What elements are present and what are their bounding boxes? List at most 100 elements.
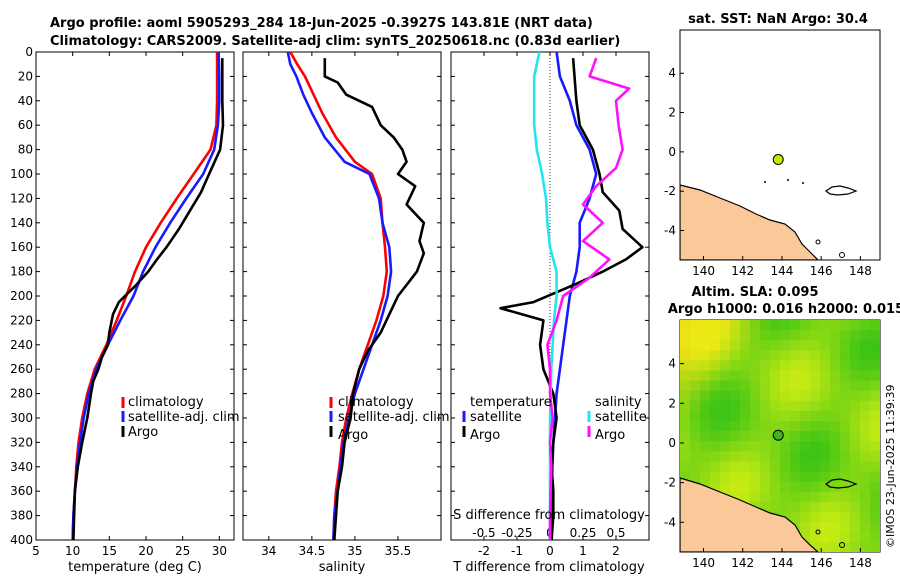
sla-cell xyxy=(870,370,880,382)
sla-cell xyxy=(750,330,761,341)
sla-cell xyxy=(810,471,821,483)
sla-cell xyxy=(730,380,741,392)
sla-cell xyxy=(750,370,761,382)
sla-cell xyxy=(800,380,811,392)
sla-cell xyxy=(680,330,691,341)
sla-cell xyxy=(770,340,781,351)
y-tick-label: 180 xyxy=(10,265,33,279)
sla-cell xyxy=(870,380,880,392)
sla-cell xyxy=(810,320,821,331)
sla-cell xyxy=(850,451,861,462)
sla-cell xyxy=(860,390,871,402)
sla-cell xyxy=(690,461,701,473)
t-difference-label: T difference from climatology xyxy=(452,560,645,575)
sla-cell xyxy=(700,340,711,351)
sla-cell xyxy=(830,491,841,503)
x-tick-label: -1 xyxy=(511,544,523,558)
sla-cell xyxy=(800,340,811,351)
sla-cell xyxy=(760,461,771,473)
sla-cell xyxy=(690,380,701,392)
sla-cell xyxy=(700,461,711,473)
sla-cell xyxy=(690,390,701,402)
sla-cell xyxy=(680,390,691,402)
figure-title-line1: Argo profile: aoml 5905293_284 18-Jun-20… xyxy=(50,16,593,31)
sla-cell xyxy=(870,491,880,503)
sla-cell xyxy=(720,441,731,452)
sla-cell xyxy=(870,532,880,543)
legend-temperature-title: temperature xyxy=(470,395,552,410)
sla-cell xyxy=(860,461,871,473)
sla-cell xyxy=(750,471,761,483)
sla-cell xyxy=(680,410,691,422)
sla-cell xyxy=(720,390,731,402)
new-guinea-coast xyxy=(680,184,819,260)
sla-cell xyxy=(690,360,701,372)
sla-cell xyxy=(700,390,711,402)
sla-cell xyxy=(810,370,821,382)
sla-cell xyxy=(870,431,880,442)
sla-cell xyxy=(760,360,771,372)
sla-cell xyxy=(820,542,831,552)
y-tick-label: -4 xyxy=(664,515,676,529)
temperature-lines xyxy=(71,52,225,540)
islet xyxy=(839,252,845,258)
sla-cell xyxy=(720,400,731,412)
sla-cell xyxy=(820,380,831,392)
sla-cell xyxy=(740,421,751,432)
sla-cell xyxy=(790,441,801,452)
sla-cell xyxy=(800,410,811,422)
sla-cell xyxy=(680,471,691,483)
salinity-panel: 34 34.5 35 35.5 salinity climatology satell… xyxy=(242,51,450,575)
y-tick-label: 140 xyxy=(10,216,33,230)
legend-clim-label: climatology xyxy=(338,395,414,410)
sla-map-panel: Altim. SLA: 0.095 Argo h1000: 0.016 h200… xyxy=(664,285,900,570)
sla-cell xyxy=(770,360,781,372)
sla-cell xyxy=(860,421,871,432)
sla-cell xyxy=(790,360,801,372)
sla-cell xyxy=(680,370,691,382)
sla-cell xyxy=(800,491,811,503)
salinity-xlabel: salinity xyxy=(319,560,366,575)
sla-cell xyxy=(830,471,841,483)
sla-cell xyxy=(770,390,781,402)
sla-cell xyxy=(820,421,831,432)
y-tick-label: 400 xyxy=(10,533,33,547)
sla-cell xyxy=(680,340,691,351)
sla-cell xyxy=(730,410,741,422)
sla-cell xyxy=(840,400,851,412)
sla-cell xyxy=(680,461,691,473)
sla-cell xyxy=(840,380,851,392)
sla-cell xyxy=(740,360,751,372)
sla-cell xyxy=(870,542,880,552)
sla-cell xyxy=(840,410,851,422)
sla-cell xyxy=(800,451,811,462)
sla-cell xyxy=(790,330,801,341)
x-tick-label: 0 xyxy=(546,544,554,558)
new-guinea-coast xyxy=(680,477,819,552)
sla-cell xyxy=(740,451,751,462)
sla-cell xyxy=(870,360,880,372)
sla-cell xyxy=(760,410,771,422)
sla-cell xyxy=(860,360,871,372)
sla-cell xyxy=(730,431,741,442)
sla-cell xyxy=(720,481,731,493)
sla-cell xyxy=(870,501,880,513)
sla-cell xyxy=(760,390,771,402)
sla-cell xyxy=(810,511,821,523)
sla-cell xyxy=(790,340,801,351)
sla-cell xyxy=(810,390,821,402)
y-tick-label: -4 xyxy=(664,224,676,238)
sla-cell xyxy=(750,431,761,442)
sla-cell xyxy=(770,481,781,493)
sla-cell xyxy=(830,532,841,543)
sla-cell xyxy=(840,451,851,462)
sla-cell xyxy=(870,451,880,462)
x-tick-label: 142 xyxy=(731,556,754,570)
sla-cell xyxy=(770,461,781,473)
sla-cell xyxy=(790,370,801,382)
sla-cell xyxy=(780,330,791,341)
sla-cell xyxy=(820,451,831,462)
sla-cell xyxy=(750,491,761,503)
sla-cell xyxy=(810,360,821,372)
